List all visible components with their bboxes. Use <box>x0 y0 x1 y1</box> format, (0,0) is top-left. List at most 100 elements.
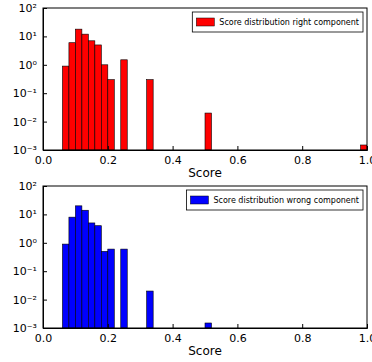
x-tick: 1.0 <box>359 324 372 345</box>
x-axis: 0.0 0.2 0.4 0.6 0.8 1.0 <box>35 324 372 345</box>
x-tick-label: 0.0 <box>35 154 53 167</box>
y-tick-mark <box>43 93 47 94</box>
x-tick: 0.8 <box>294 146 312 167</box>
x-axis: 0.0 0.2 0.4 0.6 0.8 1.0 <box>35 146 372 167</box>
y-tick: 10⁻³ <box>13 144 47 157</box>
x-tick-label: 0.8 <box>294 332 312 345</box>
y-axis: 10⁻³ 10⁻² 10⁻¹ 10⁰ 10¹ 10² <box>13 2 47 157</box>
x-axis-line <box>44 146 368 151</box>
x-tick-mark <box>367 324 368 328</box>
x-tick: 0.6 <box>229 146 247 167</box>
y-tick: 10² <box>19 2 47 15</box>
y-axis: 10⁻³ 10⁻² 10⁻¹ 10⁰ 10¹ 10² <box>13 180 47 335</box>
y-tick-mark <box>43 186 47 187</box>
y-tick-mark <box>43 65 47 66</box>
histogram-bar <box>88 223 94 328</box>
y-axis-line <box>44 187 48 329</box>
histogram-bar <box>82 34 88 150</box>
y-tick-label: 10² <box>19 2 37 15</box>
y-axis-line <box>44 9 48 151</box>
y-tick: 10⁻¹ <box>13 265 47 278</box>
histogram-bar <box>75 29 81 150</box>
histogram-bar <box>88 41 94 150</box>
histogram-bar <box>69 217 75 328</box>
x-tick-label: 0.0 <box>35 332 53 345</box>
legend-box <box>186 190 363 210</box>
legend-swatch <box>190 196 208 204</box>
x-tick: 0.8 <box>294 324 312 345</box>
x-tick-label: 0.6 <box>229 154 247 167</box>
histogram-bar <box>101 65 107 150</box>
y-tick: 10¹ <box>19 208 47 221</box>
x-tick-mark <box>302 146 303 150</box>
y-tick-label: 10¹ <box>19 208 37 221</box>
y-tick-mark <box>43 8 47 9</box>
histogram-bar <box>108 249 114 328</box>
x-tick-mark <box>173 146 174 150</box>
y-tick: 10⁻² <box>13 116 47 129</box>
legend: Score distribution wrong component <box>186 190 363 210</box>
x-tick-label: 0.4 <box>164 332 182 345</box>
y-tick: 10⁰ <box>19 59 47 72</box>
legend-box <box>192 12 363 32</box>
x-tick-label: 1.0 <box>359 154 372 167</box>
histogram-bar <box>147 80 153 150</box>
x-tick: 0.4 <box>164 324 182 345</box>
x-tick: 1.0 <box>359 146 372 167</box>
histogram-bar <box>205 113 211 150</box>
plot-frame <box>43 186 367 328</box>
x-tick-mark <box>237 324 238 328</box>
x-tick-mark <box>367 146 368 150</box>
histogram-bar <box>95 45 101 150</box>
legend-label: Score distribution wrong component <box>213 196 359 205</box>
y-tick: 10⁻¹ <box>13 87 47 100</box>
y-tick-mark <box>43 36 47 37</box>
y-tick: 10¹ <box>19 30 47 43</box>
x-axis-title: Score <box>188 344 222 358</box>
y-tick-label: 10¹ <box>19 30 37 43</box>
histogram-bar <box>147 291 153 328</box>
histogram-bar <box>108 80 114 150</box>
y-tick: 10⁰ <box>19 237 47 250</box>
x-tick-mark <box>237 146 238 150</box>
y-tick-label: 10² <box>19 180 37 193</box>
x-tick: 0.2 <box>100 146 118 167</box>
legend-label: Score distribution right component <box>219 18 359 27</box>
y-tick-mark <box>43 214 47 215</box>
y-tick-mark <box>43 328 47 329</box>
y-tick-label: 10⁻² <box>13 294 37 307</box>
x-tick: 0.2 <box>100 324 118 345</box>
y-tick-label: 10⁻³ <box>13 322 37 335</box>
y-tick-label: 10⁻¹ <box>13 265 37 278</box>
histogram-bar <box>205 323 211 328</box>
y-tick: 10⁻² <box>13 294 47 307</box>
y-tick-label: 10⁻² <box>13 116 37 129</box>
x-tick-label: 0.8 <box>294 154 312 167</box>
y-tick-mark <box>43 150 47 151</box>
x-tick-label: 0.2 <box>100 154 118 167</box>
x-tick-mark <box>108 146 109 150</box>
y-tick-label: 10⁰ <box>19 59 38 72</box>
y-tick-label: 10⁻³ <box>13 144 37 157</box>
figure: 0.0 0.2 0.4 0.6 0.8 1.0 10⁻³ 10⁻² 10⁻¹ 10⁰ 10¹ 10² S… <box>0 0 372 362</box>
subplot: 0.0 0.2 0.4 0.6 0.8 1.0 10⁻³ 10⁻² 10⁻¹ 10⁰ 10¹ 10² S… <box>13 180 372 358</box>
x-tick-label: 0.4 <box>164 154 182 167</box>
x-tick-mark <box>302 324 303 328</box>
histogram-bar <box>82 210 88 328</box>
y-tick-label: 10⁻¹ <box>13 87 37 100</box>
y-tick-mark <box>43 243 47 244</box>
y-tick-mark <box>43 122 47 123</box>
histogram-bar <box>62 244 68 328</box>
histogram-bar <box>95 226 101 328</box>
histogram-bar <box>75 206 81 328</box>
bars <box>62 29 367 150</box>
x-tick-label: 0.2 <box>100 332 118 345</box>
x-tick-label: 0.6 <box>229 332 247 345</box>
subplot: 0.0 0.2 0.4 0.6 0.8 1.0 10⁻³ 10⁻² 10⁻¹ 10⁰ 10¹ 10² S… <box>13 2 372 180</box>
histogram-bar <box>69 43 75 150</box>
y-tick-mark <box>43 300 47 301</box>
histogram-bar <box>62 66 68 150</box>
x-tick-mark <box>173 324 174 328</box>
histogram-bar <box>121 60 127 150</box>
x-axis-line <box>44 324 368 329</box>
